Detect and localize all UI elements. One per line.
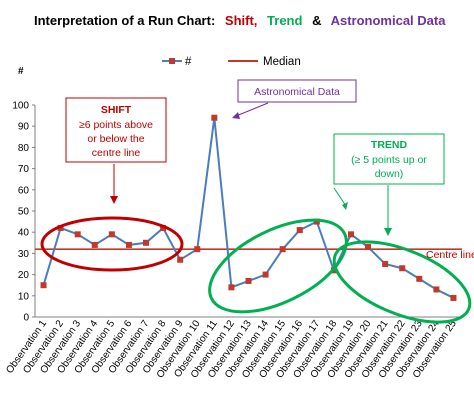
title-shift: Shift,	[225, 13, 258, 28]
data-point	[433, 286, 440, 293]
trend-arrow-left	[333, 187, 347, 207]
y-tick-label: 0	[23, 313, 29, 324]
y-tick-label: 20	[18, 270, 30, 281]
legend-series-marker	[169, 58, 175, 64]
shift-line3: centre line	[92, 147, 141, 159]
data-point	[143, 239, 150, 246]
y-axis-label: #	[18, 66, 24, 77]
title-trend: Trend	[267, 13, 302, 28]
shift-line2: or below the	[87, 133, 144, 145]
y-tick-label: 80	[18, 143, 30, 154]
data-point	[296, 227, 303, 234]
data-point	[279, 246, 286, 253]
data-point	[416, 275, 423, 282]
y-tick-label: 90	[18, 122, 30, 133]
title-amp: &	[312, 13, 321, 28]
shift-title: SHIFT	[101, 104, 132, 116]
data-point	[91, 241, 98, 248]
y-tick-label: 70	[18, 164, 30, 175]
data-point	[125, 241, 132, 248]
data-point	[382, 261, 389, 267]
data-point	[365, 244, 372, 251]
y-tick-label: 50	[18, 207, 30, 218]
chart-title: Interpretation of a Run Chart: Shift, Tr…	[34, 13, 446, 28]
trend-title: TREND	[371, 139, 408, 151]
data-point	[194, 246, 201, 253]
data-point	[245, 277, 252, 284]
data-point	[450, 294, 457, 301]
y-ticks: 0 10 20 30 40 50 60 70 80 90 100	[12, 101, 35, 324]
y-tick-label: 10	[18, 291, 30, 302]
y-tick-label: 60	[18, 185, 30, 196]
data-point	[177, 256, 184, 263]
trend-line1: (≥ 5 points up or	[351, 154, 427, 166]
data-point	[74, 231, 81, 238]
y-tick-label: 30	[18, 249, 30, 260]
astro-arrow	[235, 102, 269, 117]
astro-box	[237, 79, 357, 103]
trend-arrow-down-head	[384, 228, 392, 236]
trend-line2: down)	[375, 168, 404, 180]
trend-ellipse-left	[208, 218, 348, 314]
astro-label: Astronomical Data	[254, 86, 340, 98]
y-tick-label: 40	[18, 228, 30, 239]
title-prefix: Interpretation of a Run Chart:	[34, 13, 215, 28]
trend-box	[333, 133, 445, 185]
legend-series-label: #	[185, 56, 192, 68]
shift-annotation: SHIFT ≥6 points above or below the centr…	[40, 97, 184, 272]
centre-line-label: Centre line	[426, 249, 474, 261]
data-point	[160, 224, 167, 231]
astro-annotation: Astronomical Data	[232, 79, 357, 119]
legend: # Median	[162, 56, 301, 68]
data-point	[211, 114, 218, 121]
shift-line1: ≥6 points above	[79, 119, 153, 131]
astro-arrow-head	[232, 112, 240, 119]
shift-box	[65, 97, 167, 163]
trend-arrow-left-head	[342, 202, 348, 210]
shift-ellipse	[40, 216, 184, 272]
trend-annotation: TREND (≥ 5 points up or down)	[208, 133, 472, 324]
title-astro: Astronomical Data	[331, 13, 447, 28]
y-tick-label: 100	[12, 101, 29, 112]
data-point	[399, 265, 406, 272]
data-point	[40, 282, 47, 289]
data-point	[347, 231, 354, 238]
shift-arrow-head	[110, 196, 118, 204]
data-point	[108, 231, 115, 238]
data-point	[57, 224, 64, 231]
data-point	[262, 271, 269, 278]
legend-median-label: Median	[263, 56, 301, 68]
data-point	[228, 284, 235, 291]
trend-ellipse-right	[332, 240, 472, 324]
